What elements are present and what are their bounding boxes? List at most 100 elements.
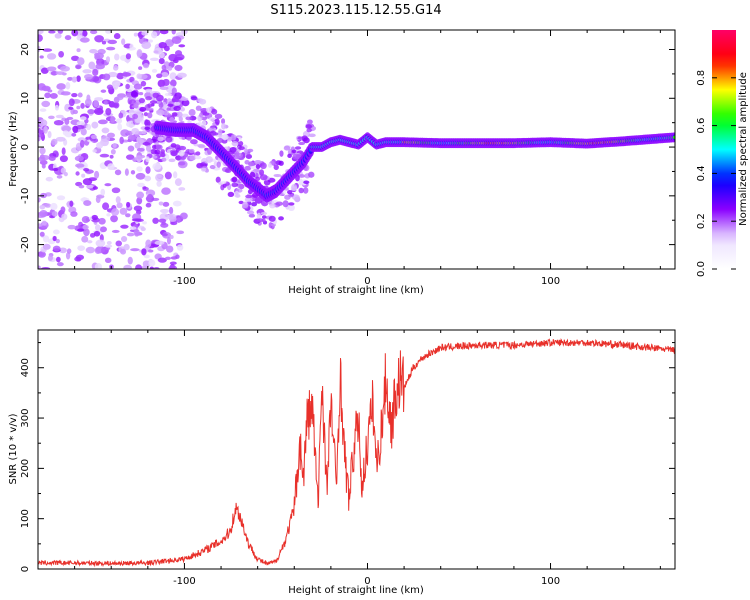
spectrogram-cell xyxy=(199,112,204,118)
spectrogram-cell xyxy=(131,91,139,98)
spectrogram-cell xyxy=(95,63,105,70)
spectrogram-cell xyxy=(145,96,152,101)
spectrogram-cell xyxy=(217,128,223,136)
spectrogram-cell xyxy=(46,66,57,72)
spectrogram-cell xyxy=(187,120,192,124)
spectrogram-cell xyxy=(168,265,178,269)
spectrogram-cell xyxy=(123,264,132,269)
spectrogram-cell xyxy=(54,104,60,111)
spectrogram-cell xyxy=(135,264,143,269)
spectrogram-cell xyxy=(50,71,58,76)
spectrogram-cell xyxy=(141,41,152,49)
spectrogram-cell xyxy=(156,180,162,187)
spectrogram-cell xyxy=(164,256,171,260)
spectrogram-cell xyxy=(132,113,139,120)
spectrogram-cell xyxy=(121,72,132,77)
spectrogram-cell xyxy=(119,136,124,145)
spectrogram-cell xyxy=(291,183,298,191)
spectrogram-cell xyxy=(143,112,148,117)
spectrogram-cell xyxy=(56,83,66,90)
spectrogram-cell xyxy=(147,249,154,253)
spectrogram-cell xyxy=(67,224,76,230)
spectrogram-cell xyxy=(282,200,289,208)
spectrogram-cell xyxy=(40,248,47,253)
spectrogram-cell xyxy=(53,119,64,126)
spectrogram-cell xyxy=(181,97,189,102)
spectrogram-cell xyxy=(136,49,143,58)
spectrogram-cell xyxy=(164,171,172,180)
spectrogram-cell xyxy=(256,212,262,220)
spectrogram-cell xyxy=(134,142,141,149)
spectrogram-cell xyxy=(167,103,174,107)
spectrogram-cell xyxy=(148,259,156,267)
snr-panel: -100 0 100 0 100 200 300 400 Height of straigh… xyxy=(8,329,676,596)
spectrogram-cell xyxy=(243,148,248,154)
spectrogram-cell xyxy=(145,239,152,248)
spectrogram-cell xyxy=(159,30,169,35)
spectrogram-cell xyxy=(145,145,152,152)
spectrogram-cell xyxy=(303,137,310,144)
spectrogram-cell xyxy=(81,235,89,243)
spectrogram-y-tick-label: -10 xyxy=(20,188,31,204)
spectrogram-cell xyxy=(185,116,193,121)
spectrogram-cell xyxy=(212,132,219,136)
spectrogram-cell xyxy=(71,30,79,37)
spectrogram-cell xyxy=(145,88,153,93)
spectrogram-cell xyxy=(142,63,150,69)
spectrogram-cell xyxy=(221,122,226,130)
spectrogram-cell xyxy=(60,65,70,72)
spectrogram-cell xyxy=(127,145,135,152)
spectrogram-cell xyxy=(52,229,60,235)
spectrogram-cell xyxy=(129,226,137,230)
spectrogram-cell xyxy=(154,240,165,246)
spectrogram-cell xyxy=(283,145,291,151)
spectrogram-cell xyxy=(55,136,66,142)
spectrogram-cell xyxy=(92,186,98,190)
spectrogram-cell xyxy=(92,68,99,77)
spectrogram-cell xyxy=(112,82,119,90)
spectrogram-cell xyxy=(221,134,229,140)
spectrogram-cell xyxy=(38,119,48,127)
spectrogram-cell xyxy=(278,216,284,221)
spectrogram-cell xyxy=(80,139,85,148)
spectrogram-cell xyxy=(183,152,189,158)
spectrogram-cell xyxy=(147,193,153,199)
spectrogram-cell xyxy=(118,112,124,119)
spectrogram-cell xyxy=(159,86,169,91)
spectrogram-cell xyxy=(61,147,66,156)
spectrogram-cell xyxy=(108,71,118,78)
spectrogram-cell xyxy=(168,216,177,222)
spectrogram-cell xyxy=(177,72,187,78)
spectrogram-cell xyxy=(136,166,143,172)
spectrogram-cell xyxy=(49,92,58,99)
spectrogram-cell xyxy=(166,236,171,245)
spectrogram-cell xyxy=(267,163,272,168)
snr-y-tick-label: 300 xyxy=(20,409,31,428)
spectrogram-cell xyxy=(165,245,174,253)
spectrogram-cell xyxy=(92,149,97,153)
spectrogram-cell xyxy=(200,108,208,113)
spectrogram-cell xyxy=(64,118,70,125)
spectrogram-cell xyxy=(39,108,47,112)
spectrogram-cell xyxy=(76,75,81,83)
spectrogram-cell xyxy=(117,123,123,131)
colorbar-tick-labels: 0.0 0.2 0.4 0.6 0.8 xyxy=(696,70,707,277)
spectrogram-heatmap xyxy=(38,30,675,269)
spectrogram-cell xyxy=(142,141,151,146)
spectrogram-cell xyxy=(80,102,85,109)
spectrogram-cell xyxy=(130,170,136,175)
spectrogram-cell xyxy=(261,215,267,219)
spectrogram-cell xyxy=(69,200,74,207)
spectrogram-cell xyxy=(237,183,243,189)
spectrogram-cell xyxy=(61,213,68,220)
spectrogram-cell xyxy=(151,31,158,39)
spectrogram-cell xyxy=(151,68,158,73)
spectrogram-cell xyxy=(308,171,315,178)
spectrogram-cell xyxy=(48,115,55,120)
spectrogram-cell xyxy=(90,134,97,140)
spectrogram-cell xyxy=(38,133,44,138)
spectrogram-cell xyxy=(90,30,98,35)
spectrogram-cell xyxy=(147,39,154,43)
spectrogram-cell xyxy=(103,100,108,105)
